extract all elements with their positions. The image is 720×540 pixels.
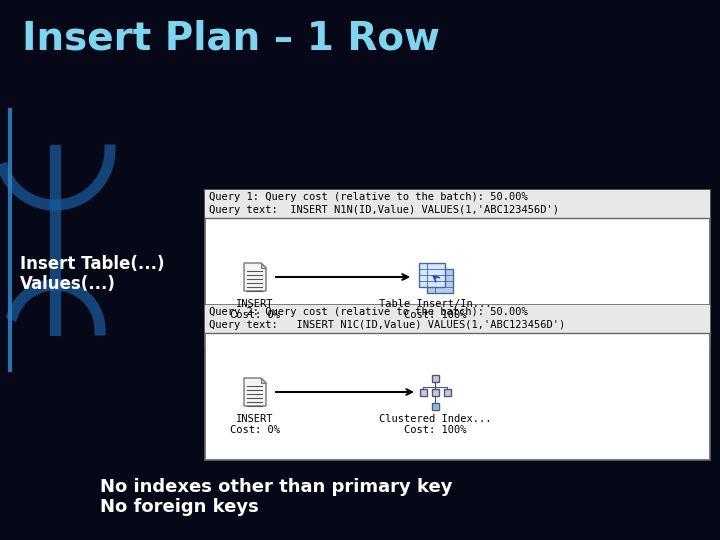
Text: Query 2: Query cost (relative to the batch): 50.00%: Query 2: Query cost (relative to the bat… (209, 307, 528, 317)
Bar (205, 190, 710, 345)
Text: No indexes other than primary key: No indexes other than primary key (100, 478, 452, 496)
Text: INSERT: INSERT (236, 414, 274, 424)
Polygon shape (261, 378, 266, 383)
Polygon shape (244, 378, 266, 406)
Text: Cost: 100%: Cost: 100% (404, 425, 467, 435)
Bar (205, 305, 710, 333)
Text: Insert Table(...): Insert Table(...) (20, 255, 164, 273)
Bar (431, 388, 438, 395)
Bar (419, 263, 445, 287)
Bar (433, 403, 438, 408)
Text: Table Insert/In...: Table Insert/In... (379, 299, 491, 309)
Text: Insert Plan – 1 Row: Insert Plan – 1 Row (22, 20, 440, 58)
Bar (431, 375, 438, 381)
Bar (420, 388, 426, 395)
Text: Query 1: Query cost (relative to the batch): 50.00%: Query 1: Query cost (relative to the bat… (209, 192, 528, 202)
Text: Query text:   INSERT N1C(ID,Value) VALUES(1,'ABC123456D'): Query text: INSERT N1C(ID,Value) VALUES(… (209, 320, 565, 330)
Polygon shape (244, 263, 266, 291)
Bar (205, 190, 710, 218)
Text: Cost: 100%: Cost: 100% (404, 310, 467, 320)
Bar (205, 305, 710, 460)
Bar (427, 269, 453, 293)
Bar (431, 402, 438, 409)
Text: INSERT: INSERT (236, 299, 274, 309)
Text: Cost: 0%: Cost: 0% (230, 425, 280, 435)
Text: Clustered Index...: Clustered Index... (379, 414, 491, 424)
Polygon shape (261, 263, 266, 268)
Text: Cost: 0%: Cost: 0% (230, 310, 280, 320)
Text: No foreign keys: No foreign keys (100, 498, 258, 516)
Bar (444, 388, 451, 395)
Text: Query text:  INSERT N1N(ID,Value) VALUES(1,'ABC123456D'): Query text: INSERT N1N(ID,Value) VALUES(… (209, 205, 559, 215)
Text: Values(...): Values(...) (20, 275, 116, 293)
